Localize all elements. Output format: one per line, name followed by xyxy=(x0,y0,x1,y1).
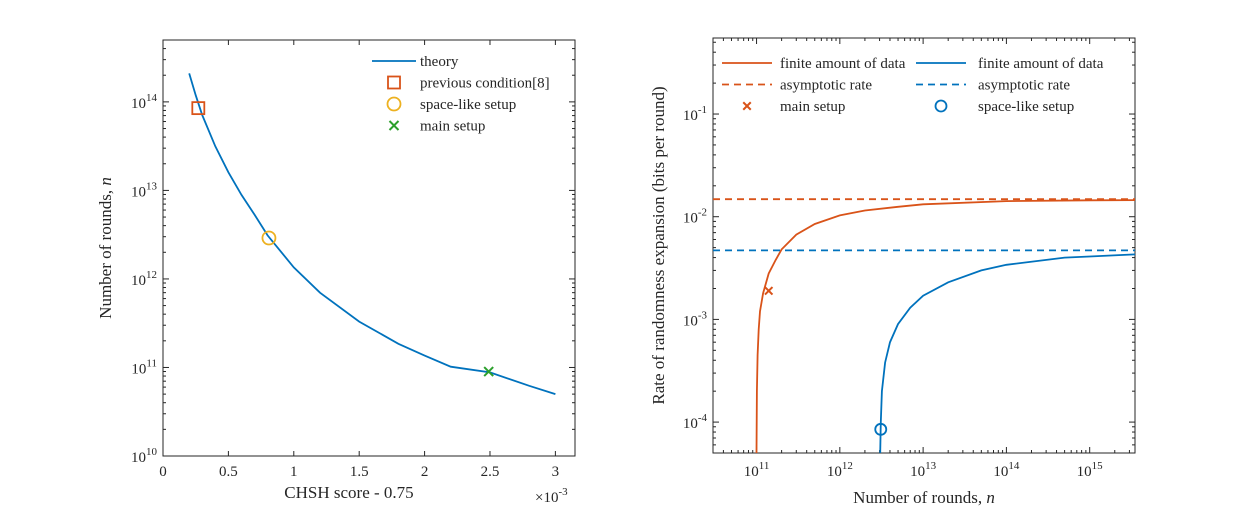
x-axis-label: Number of rounds, n xyxy=(853,488,995,507)
y-axis-label: Number of rounds, n xyxy=(96,177,115,319)
x-tick-label: 1011 xyxy=(744,460,770,480)
x-tick-label: 1014 xyxy=(993,460,1020,480)
x-tick-label: 1013 xyxy=(910,460,937,480)
series-finite-data xyxy=(879,253,1135,453)
data-point-circle xyxy=(261,230,277,246)
series-line-theory xyxy=(188,73,556,395)
x-tick-label: 1012 xyxy=(827,460,853,480)
data-point-x xyxy=(764,286,774,296)
y-tick-label: 10-1 xyxy=(683,104,707,124)
legend-swatch xyxy=(386,96,402,112)
left-plot-frame xyxy=(162,39,576,457)
y-tick-label: 1013 xyxy=(131,180,158,200)
legend-swatch xyxy=(934,99,948,113)
y-tick-label: 1010 xyxy=(131,446,158,466)
legend-entry: previous condition[8] xyxy=(420,76,550,92)
y-tick-label: 1014 xyxy=(131,92,158,112)
x-tick-label: 3 xyxy=(552,464,560,480)
data-point-x xyxy=(483,366,494,377)
y-tick-label: 10-4 xyxy=(683,412,708,432)
legend-entry: finite amount of data xyxy=(780,56,906,72)
legend-entry: space-like setup xyxy=(978,99,1074,115)
data-point-circle xyxy=(874,422,888,436)
right-legend: finite amount of data asymptotic rate main… xyxy=(722,56,1104,115)
y-tick-label: 10-3 xyxy=(683,309,708,329)
series-finite-data xyxy=(755,199,1135,453)
x-tick-label: 0 xyxy=(159,464,167,480)
y-tick-label: 10-2 xyxy=(683,207,707,227)
x-tick-label: 0.5 xyxy=(219,464,238,480)
x-tick-label: 1 xyxy=(290,464,298,480)
legend-entry: theory xyxy=(420,54,459,70)
legend-entry: main setup xyxy=(780,99,845,115)
legend-swatch xyxy=(742,101,752,111)
legend-entry: asymptotic rate xyxy=(978,78,1070,94)
right-plot-area xyxy=(713,198,1135,453)
y-tick-label: 1011 xyxy=(131,357,157,377)
left-chart: 0 0.5 1 1.5 2 2.5 3 1010 1011 1012 1013 1014 CHSH sc… xyxy=(96,39,576,506)
data-point-square xyxy=(191,101,206,116)
legend-entry: asymptotic rate xyxy=(780,78,872,94)
legend-swatch xyxy=(388,120,400,131)
x-tick-label: 2.5 xyxy=(481,464,500,480)
legend-entry: finite amount of data xyxy=(978,56,1104,72)
x-multiplier: ×10-3 xyxy=(535,486,568,506)
left-legend: theory previous condition[8] space-like se… xyxy=(372,54,550,135)
right-chart: 1011 1012 1013 1014 1015 10-4 10-3 10-2 10-1 Numb… xyxy=(649,37,1136,507)
y-axis-label: Rate of randomness expansion (bits per r… xyxy=(649,86,668,404)
legend-entry: space-like setup xyxy=(420,97,516,113)
x-tick-label: 2 xyxy=(421,464,429,480)
legend-swatch xyxy=(387,75,401,90)
x-tick-label: 1.5 xyxy=(350,464,369,480)
y-tick-label: 1012 xyxy=(131,269,157,289)
x-axis-label: CHSH score - 0.75 xyxy=(284,483,413,502)
x-tick-label: 1015 xyxy=(1077,460,1104,480)
legend-entry: main setup xyxy=(420,119,485,135)
right-plot-frame xyxy=(712,37,1136,454)
